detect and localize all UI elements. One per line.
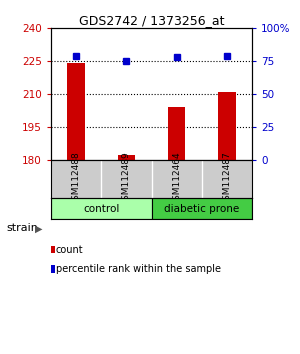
Text: count: count <box>56 245 83 255</box>
Bar <box>218 92 236 160</box>
Text: ▶: ▶ <box>34 223 42 233</box>
Bar <box>152 198 252 219</box>
Text: GSM112487: GSM112487 <box>222 152 231 206</box>
Bar <box>51 198 152 219</box>
Bar <box>168 107 185 160</box>
Text: diabetic prone: diabetic prone <box>164 204 239 214</box>
Text: control: control <box>83 204 119 214</box>
Text: GSM112488: GSM112488 <box>72 152 81 206</box>
Text: GSM112489: GSM112489 <box>122 152 131 206</box>
Title: GDS2742 / 1373256_at: GDS2742 / 1373256_at <box>79 14 224 27</box>
Bar <box>118 155 135 160</box>
Text: GSM112464: GSM112464 <box>172 152 181 206</box>
Text: percentile rank within the sample: percentile rank within the sample <box>56 264 220 274</box>
Text: strain: strain <box>6 223 38 233</box>
Bar <box>67 63 85 160</box>
